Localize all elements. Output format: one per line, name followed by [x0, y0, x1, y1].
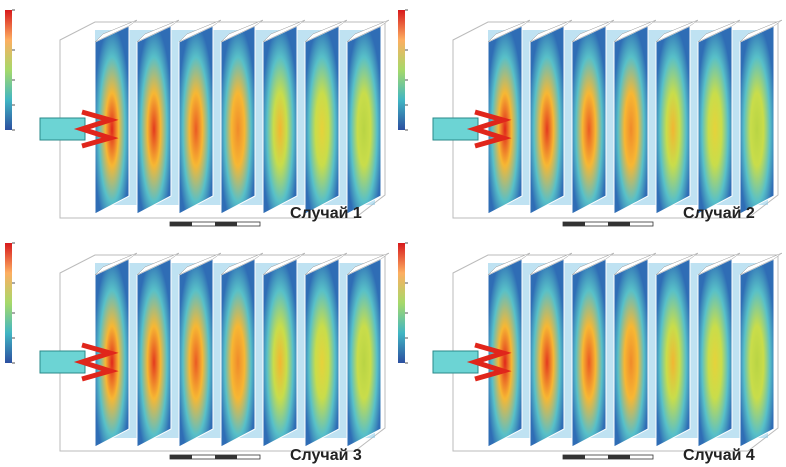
slice: [614, 26, 648, 214]
slice: [263, 259, 297, 447]
slice: [137, 26, 171, 214]
slice: [263, 26, 297, 214]
colorbar: [398, 10, 405, 130]
colorbar: [398, 243, 405, 363]
slice: [740, 26, 774, 214]
slice: [179, 26, 213, 214]
slice: [572, 259, 606, 447]
slice: [614, 259, 648, 447]
slice: [137, 259, 171, 447]
slice: [179, 259, 213, 447]
caption: Случай 3: [290, 447, 362, 464]
slice: [347, 259, 381, 447]
caption: Случай 4: [683, 447, 755, 464]
slice: [221, 26, 255, 214]
slice: [530, 259, 564, 447]
scale-bar-seg: [215, 222, 237, 226]
slice: [530, 26, 564, 214]
scale-bar-seg: [563, 222, 585, 226]
slice: [572, 26, 606, 214]
scale-bar-seg: [608, 455, 630, 459]
caption: Случай 2: [683, 205, 755, 222]
slice: [305, 259, 339, 447]
slice: [698, 259, 732, 447]
slice: [347, 26, 381, 214]
figure: Случай 1 Случай 2 Случай 3 Случай 4: [0, 0, 786, 467]
panel: Случай 4: [398, 243, 782, 464]
slice: [221, 259, 255, 447]
scale-bar-seg: [170, 222, 192, 226]
slice: [656, 259, 690, 447]
colorbar: [5, 243, 12, 363]
scale-bar-seg: [608, 222, 630, 226]
caption: Случай 1: [290, 205, 362, 222]
slice: [698, 26, 732, 214]
scale-bar-seg: [563, 455, 585, 459]
scale-bar-seg: [215, 455, 237, 459]
panel: Случай 3: [5, 243, 389, 464]
slice: [305, 26, 339, 214]
scale-bar-seg: [170, 455, 192, 459]
slice: [656, 26, 690, 214]
slice: [740, 259, 774, 447]
colorbar: [5, 10, 12, 130]
panel: Случай 1: [5, 10, 389, 226]
panel: Случай 2: [398, 10, 782, 226]
